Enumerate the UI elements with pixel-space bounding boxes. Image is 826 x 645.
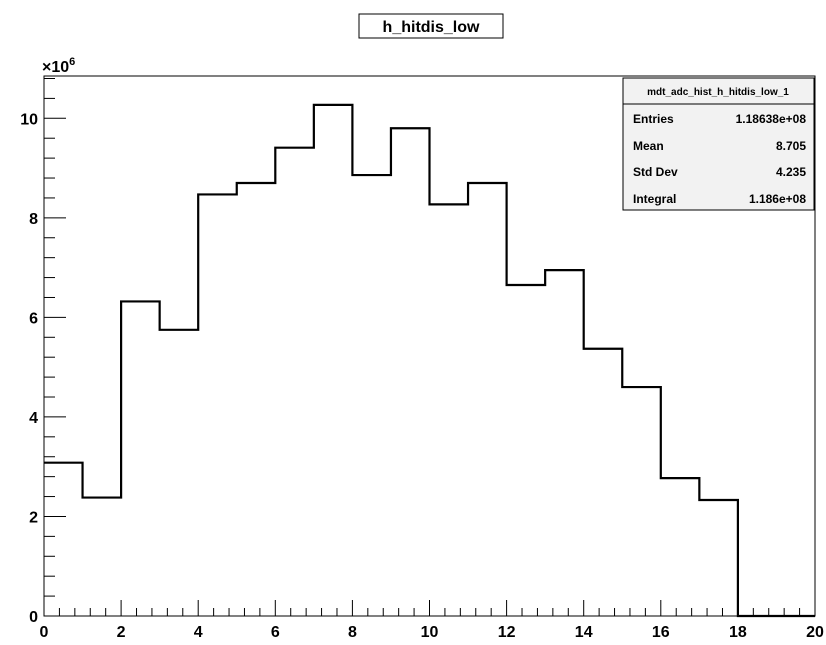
stats-stddev-value: 4.235 [776, 165, 806, 179]
y-tick-label: 4 [29, 410, 38, 427]
histogram-bin [661, 478, 700, 616]
y-tick-label: 6 [29, 310, 38, 327]
histogram-bin [352, 175, 391, 616]
histogram-bin [622, 387, 661, 616]
histogram-bin [584, 349, 623, 616]
stats-box-background [622, 77, 815, 211]
x-tick-label: 4 [194, 624, 203, 641]
histogram-bin [237, 183, 276, 616]
y-tick-label: 2 [29, 509, 38, 526]
stats-entries-label: Entries [633, 112, 674, 126]
histogram-bin [160, 330, 199, 616]
x-tick-label: 12 [498, 624, 516, 641]
x-tick-label: 2 [117, 624, 126, 641]
y-multiplier-label: ×106 [42, 56, 75, 76]
axes: 0 2 4 6 8 10 12 14 16 18 20 0 2 4 6 8 10 [20, 77, 824, 641]
y-tick-label: 0 [29, 609, 38, 626]
stats-box-title: mdt_adc_hist_h_hitdis_low_1 [647, 87, 789, 98]
histogram-bin [699, 500, 738, 616]
x-tick-label: 0 [40, 624, 49, 641]
stats-mean-value: 8.705 [776, 139, 806, 153]
histogram-bin [391, 128, 430, 616]
stats-mean-label: Mean [633, 139, 664, 153]
histogram-bin [83, 498, 122, 616]
stats-integral-value: 1.186e+08 [749, 192, 806, 206]
histogram-bin [545, 270, 584, 616]
x-tick-label: 8 [348, 624, 357, 641]
x-tick-label: 18 [729, 624, 747, 641]
stats-integral-label: Integral [633, 192, 676, 206]
x-tick-label: 6 [271, 624, 280, 641]
y-multiplier-exponent: 6 [69, 56, 75, 68]
histogram-bin [314, 105, 353, 616]
stats-stddev-label: Std Dev [633, 165, 678, 179]
histogram-bin [468, 183, 507, 616]
stats-entries-value: 1.18638e+08 [736, 112, 807, 126]
histogram-bin [198, 194, 237, 616]
histogram-bin [121, 301, 160, 616]
y-tick-label: 8 [29, 211, 38, 228]
chart-title-frame [358, 13, 504, 39]
y-multiplier-base: ×10 [42, 59, 69, 76]
y-tick-label: 10 [20, 111, 38, 128]
x-tick-label: 14 [575, 624, 593, 641]
stats-box: mdt_adc_hist_h_hitdis_low_1 Entries 1.18… [622, 77, 815, 211]
x-tick-label: 10 [421, 624, 439, 641]
histogram-bin [430, 204, 469, 616]
histogram-bin [44, 463, 83, 616]
x-tick-label: 16 [652, 624, 670, 641]
histogram-bin [275, 148, 314, 616]
histogram-bin [507, 285, 546, 616]
chart-title-box: h_hitdis_low [358, 13, 504, 39]
x-tick-label: 20 [806, 624, 824, 641]
histogram-line [44, 103, 815, 618]
chart-title: h_hitdis_low [383, 19, 480, 36]
